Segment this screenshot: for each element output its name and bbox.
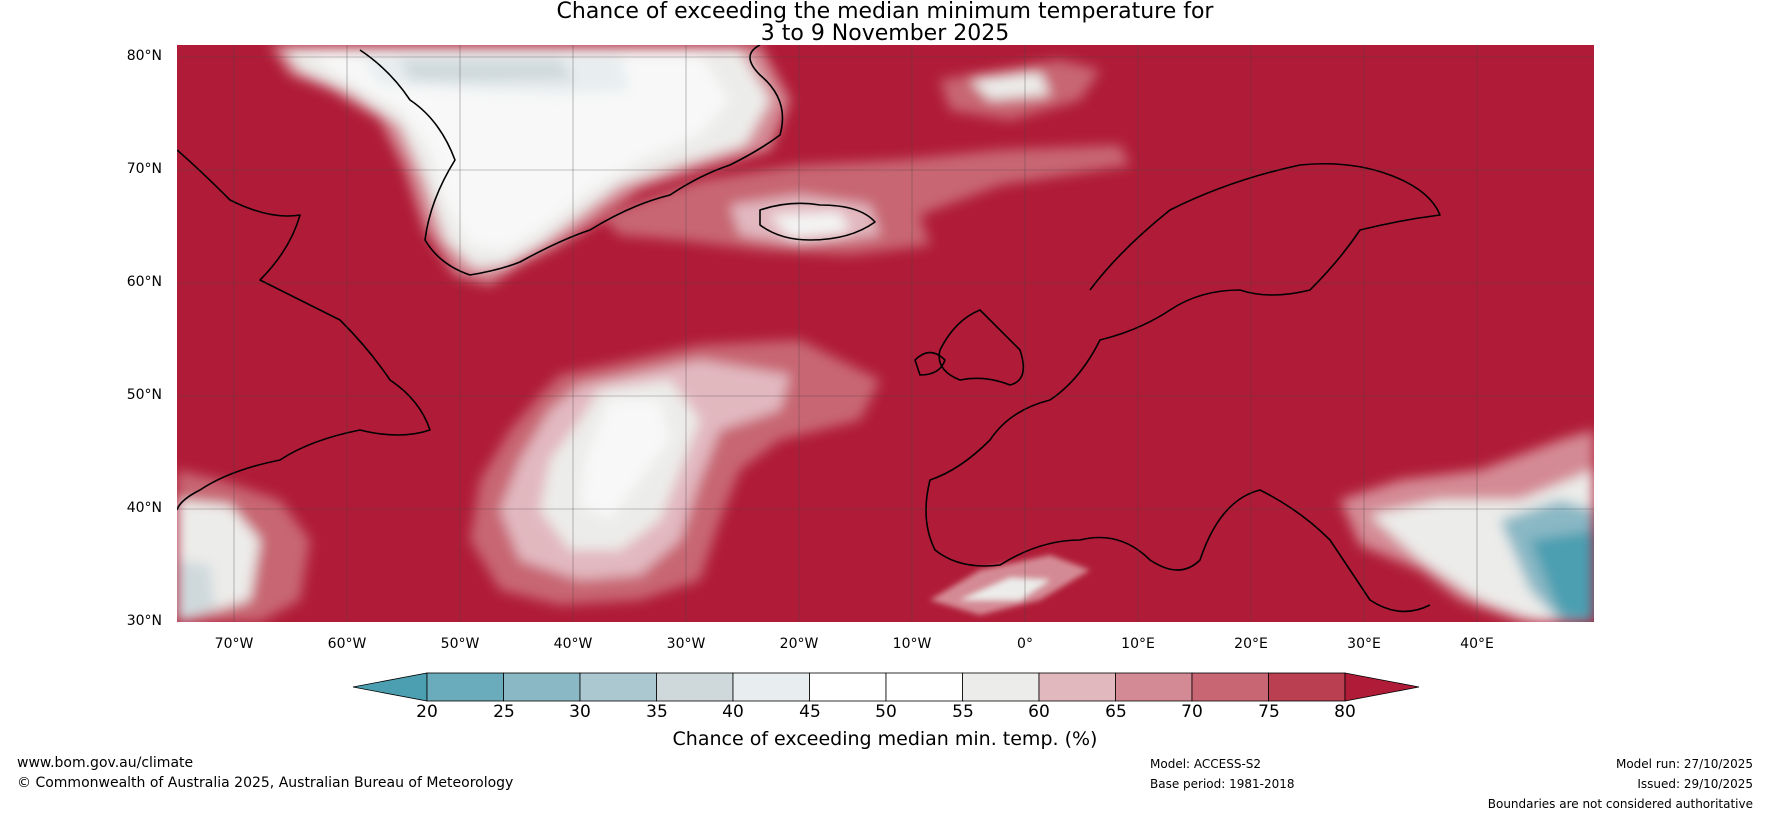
colorbar-tick-25: 25 <box>493 702 515 722</box>
colorbar-segment <box>809 672 887 702</box>
longitude-label-40w: 40°W <box>553 636 593 652</box>
longitude-label-0: 0° <box>1017 636 1033 652</box>
longitude-label-20e: 20°E <box>1234 636 1268 652</box>
graticule <box>177 45 1594 622</box>
colorbar-segment <box>1268 672 1346 702</box>
latitude-label-40n: 40°N <box>126 500 162 516</box>
longitude-label-30w: 30°W <box>666 636 706 652</box>
colorbar-segment <box>656 672 734 702</box>
longitude-label-10e: 10°E <box>1121 636 1155 652</box>
colorbar-tick-70: 70 <box>1181 702 1203 722</box>
north-africa-patch <box>930 555 1090 615</box>
website-link[interactable]: www.bom.gov.au/climate <box>17 755 194 771</box>
longitude-label-40e: 40°E <box>1460 636 1494 652</box>
coastlines <box>177 45 1441 613</box>
colorbar-extension-high <box>1344 672 1420 702</box>
boundaries-disclaimer: Boundaries are not considered authoritat… <box>1487 797 1753 811</box>
model-run-date: Model run: 27/10/2025 <box>1615 757 1753 771</box>
arctic-patch <box>940 60 1100 120</box>
latitude-label-50n: 50°N <box>126 387 162 403</box>
colorbar-segment <box>1038 672 1116 702</box>
chart-title-line-1: Chance of exceeding the median minimum t… <box>556 0 1214 24</box>
colorbar-segment <box>579 672 657 702</box>
colorbar-segment <box>962 672 1040 702</box>
colorbar-tick-80: 80 <box>1334 702 1356 722</box>
colorbar-tick-45: 45 <box>799 702 821 722</box>
colorbar-tick-50: 50 <box>875 702 897 722</box>
colorbar-segment <box>1115 672 1193 702</box>
chart-title-line-2: 3 to 9 November 2025 <box>760 21 1010 46</box>
colorbar-segment <box>885 672 963 702</box>
issued-date: Issued: 29/10/2025 <box>1637 777 1753 791</box>
colorbar-tick-65: 65 <box>1105 702 1127 722</box>
colorbar-tick-20: 20 <box>416 702 438 722</box>
model-name: Model: ACCESS-S2 <box>1150 757 1262 771</box>
colorbar-tick-55: 55 <box>952 702 974 722</box>
base-period: Base period: 1981-2018 <box>1150 777 1295 791</box>
mid-atlantic-low-probability-area <box>470 340 880 605</box>
eastern-region-low-probability-area <box>1340 430 1594 622</box>
copyright-notice: © Commonwealth of Australia 2025, Austra… <box>17 775 514 791</box>
longitude-label-30e: 30°E <box>1347 636 1381 652</box>
colorbar-segment <box>732 672 810 702</box>
latitude-label-30n: 30°N <box>126 613 162 629</box>
colorbar-title: Chance of exceeding median min. temp. (%… <box>672 728 1098 750</box>
latitude-label-60n: 60°N <box>126 274 162 290</box>
colorbar-tick-40: 40 <box>722 702 744 722</box>
longitude-label-50w: 50°W <box>440 636 480 652</box>
southwest-corner-area <box>177 470 310 622</box>
colorbar-tick-30: 30 <box>569 702 591 722</box>
longitude-label-20w: 20°W <box>779 636 819 652</box>
longitude-label-10w: 10°W <box>892 636 932 652</box>
colorbar-tick-35: 35 <box>646 702 668 722</box>
colorbar-segment <box>426 672 504 702</box>
longitude-label-60w: 60°W <box>327 636 367 652</box>
colorbar-tick-75: 75 <box>1258 702 1280 722</box>
latitude-label-70n: 70°N <box>126 161 162 177</box>
colorbar-segment <box>1191 672 1269 702</box>
colorbar-segment <box>503 672 581 702</box>
latitude-label-80n: 80°N <box>126 48 162 64</box>
colorbar-tick-60: 60 <box>1028 702 1050 722</box>
colorbar-extension-low <box>352 672 428 702</box>
longitude-label-70w: 70°W <box>214 636 254 652</box>
